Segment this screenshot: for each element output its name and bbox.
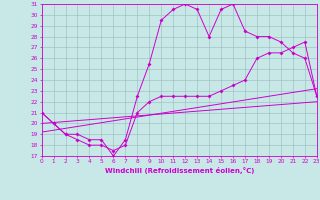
X-axis label: Windchill (Refroidissement éolien,°C): Windchill (Refroidissement éolien,°C)	[105, 167, 254, 174]
